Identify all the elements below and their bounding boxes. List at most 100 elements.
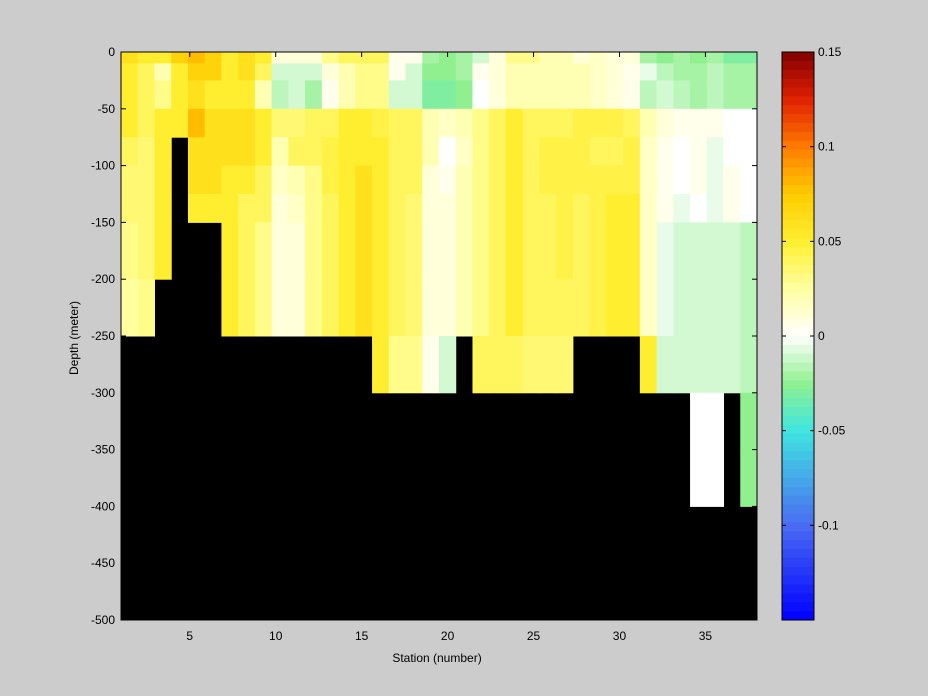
heatmap-cell [238, 52, 256, 64]
heatmap-cell [740, 63, 758, 81]
heatmap-cell [439, 108, 457, 138]
y-tick-label: 0 [108, 45, 115, 59]
colorbar-band [782, 69, 814, 80]
colorbar-band [782, 114, 814, 124]
heatmap-cell [271, 165, 289, 195]
heatmap-cell [690, 52, 708, 64]
heatmap-cell [405, 137, 423, 167]
heatmap-cell [439, 194, 457, 223]
heatmap-cell [623, 279, 641, 337]
heatmap-cell [673, 137, 691, 167]
colorbar-band [782, 611, 814, 621]
heatmap-cell [455, 80, 473, 110]
heatmap-cell [572, 165, 591, 195]
x-tick-label: 10 [269, 629, 283, 643]
colorbar-tick-label: -0.1 [818, 518, 839, 532]
y-tick-label: -350 [91, 443, 115, 457]
heatmap-cell [422, 63, 440, 81]
heatmap-cell [305, 279, 323, 337]
heatmap-cell [137, 194, 155, 223]
heatmap-cell [238, 279, 256, 337]
colorbar-band [782, 247, 814, 257]
colorbar-band [782, 327, 814, 337]
heatmap-cell [740, 449, 758, 507]
heatmap-cell [455, 222, 473, 280]
heatmap-cell [522, 137, 540, 167]
colorbar-band [782, 398, 814, 408]
heatmap-cell [238, 63, 256, 81]
heatmap-cell [472, 336, 490, 394]
heatmap-cell [171, 52, 189, 64]
heatmap-cell [740, 194, 758, 223]
colorbar-bands [782, 52, 814, 621]
colorbar-band [782, 318, 814, 328]
colorbar-band [782, 380, 814, 390]
heatmap-cell [690, 137, 708, 167]
heatmap-cell [355, 108, 373, 138]
heatmap-cell [656, 165, 674, 195]
heatmap-cell [673, 108, 691, 138]
heatmap-cell [455, 108, 473, 138]
heatmap-cell [422, 80, 440, 110]
heatmap-cell [288, 194, 306, 223]
heatmap-cell [187, 80, 206, 110]
heatmap-cell [673, 336, 691, 394]
colorbar-band [782, 433, 814, 444]
heatmap-cell [639, 279, 658, 337]
y-tick-label: -100 [91, 159, 115, 173]
heatmap-cell [321, 137, 340, 167]
heatmap-cell [355, 222, 373, 280]
heatmap-cell [338, 137, 356, 167]
heatmap-cell [656, 222, 674, 280]
heatmap-cell [572, 279, 591, 337]
heatmap-cell [589, 80, 607, 110]
colorbar-band [782, 149, 814, 160]
heatmap-cell [690, 80, 708, 110]
heatmap-cell [589, 279, 607, 337]
heatmap-cell [623, 222, 641, 280]
heatmap-cell [372, 108, 390, 138]
colorbar-band [782, 486, 814, 497]
heatmap-cell [405, 80, 423, 110]
heatmap-cell [505, 222, 524, 280]
heatmap-cell [171, 108, 189, 138]
colorbar-band [782, 362, 814, 373]
heatmap-cell [522, 279, 540, 337]
heatmap-cell [271, 137, 289, 167]
heatmap-cell [305, 63, 323, 81]
heatmap-cell [338, 52, 356, 64]
heatmap-cell [522, 336, 540, 394]
heatmap-cell [439, 80, 457, 110]
heatmap-cell [137, 222, 155, 280]
heatmap-cell [606, 279, 624, 337]
heatmap-cell [121, 108, 139, 138]
heatmap-cell [338, 279, 356, 337]
colorbar-band [782, 185, 814, 195]
heatmap-cell [489, 63, 507, 81]
heatmap-cell [623, 52, 641, 64]
colorbar-band [782, 478, 814, 488]
plot-area: 5 10 15 20 25 30 35 0 -50 -100 -150 -200 -250 -300 -3… [91, 45, 758, 643]
heatmap-cell [639, 80, 658, 110]
colorbar-band [782, 229, 814, 239]
colorbar-band [782, 220, 814, 231]
y-tick-label: -200 [91, 272, 115, 286]
heatmap-cell [338, 108, 356, 138]
heatmap-cell [154, 108, 172, 138]
y-axis-label: Depth (meter) [67, 301, 81, 375]
heatmap-cell [439, 336, 457, 394]
heatmap-cell [673, 52, 691, 64]
colorbar-tick-label: 0.15 [818, 45, 842, 59]
heatmap-cell [505, 279, 524, 337]
colorbar: 0.15 0.1 0.05 0 -0.05 -0.1 [781, 45, 846, 621]
heatmap-cell [187, 108, 206, 138]
y-tick-label: -450 [91, 556, 115, 570]
heatmap-cell [305, 165, 323, 195]
heatmap-cell [238, 194, 256, 223]
heatmap-cell [706, 194, 725, 223]
heatmap-cell [639, 108, 658, 138]
y-tick-label: -300 [91, 386, 115, 400]
heatmap-cell [505, 108, 524, 138]
heatmap-cell [639, 222, 658, 280]
heatmap-cell [656, 279, 674, 337]
